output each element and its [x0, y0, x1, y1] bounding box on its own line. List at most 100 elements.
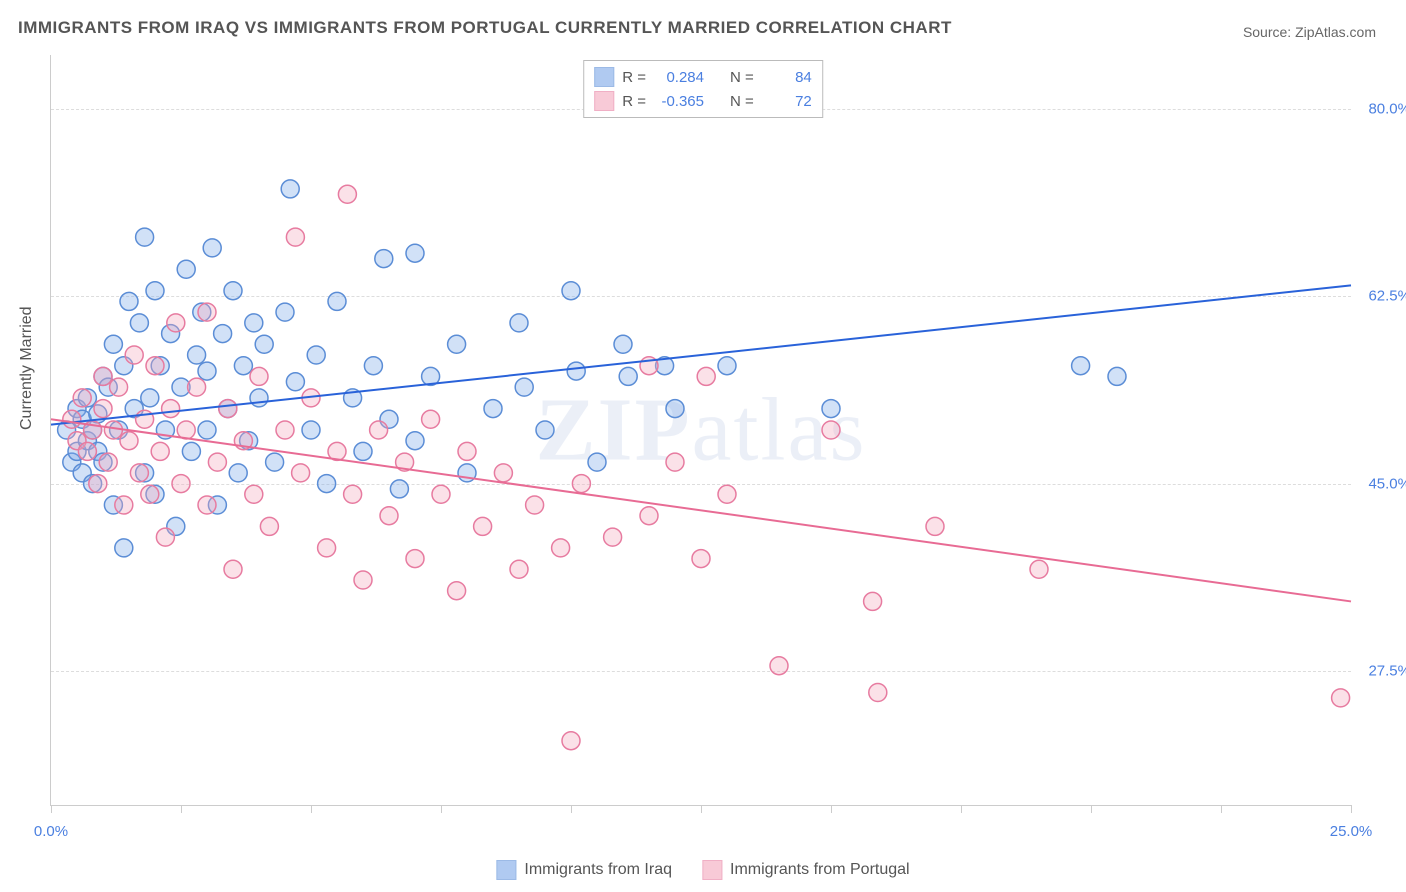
x-tick [1351, 805, 1352, 813]
data-point [104, 335, 122, 353]
data-point [110, 378, 128, 396]
data-point [458, 442, 476, 460]
x-tick [181, 805, 182, 813]
legend-row: R =-0.365N =72 [594, 89, 812, 113]
data-point [141, 389, 159, 407]
x-tick-label: 0.0% [34, 823, 68, 840]
data-point [567, 362, 585, 380]
data-point [266, 453, 284, 471]
y-tick-label: 62.5% [1356, 288, 1406, 305]
data-point [375, 250, 393, 268]
data-point [89, 475, 107, 493]
x-tick [571, 805, 572, 813]
x-tick [441, 805, 442, 813]
regression-line [51, 285, 1351, 424]
data-point [188, 378, 206, 396]
data-point [354, 571, 372, 589]
data-point [692, 550, 710, 568]
data-point [718, 485, 736, 503]
data-point [198, 421, 216, 439]
data-point [307, 346, 325, 364]
data-point [78, 442, 96, 460]
data-point [151, 442, 169, 460]
data-point [281, 180, 299, 198]
data-point [208, 453, 226, 471]
data-point [370, 421, 388, 439]
data-point [926, 517, 944, 535]
data-point [120, 292, 138, 310]
data-point [198, 303, 216, 321]
data-point [562, 282, 580, 300]
x-tick [831, 805, 832, 813]
data-point [572, 475, 590, 493]
legend-r-label: R = [622, 93, 646, 110]
data-point [302, 421, 320, 439]
data-point [484, 400, 502, 418]
data-point [115, 539, 133, 557]
data-point [474, 517, 492, 535]
data-point [245, 314, 263, 332]
data-point [770, 657, 788, 675]
data-point [354, 442, 372, 460]
data-point [141, 485, 159, 503]
data-point [177, 260, 195, 278]
x-tick [1091, 805, 1092, 813]
data-point [614, 335, 632, 353]
data-point [390, 480, 408, 498]
data-point [260, 517, 278, 535]
data-point [130, 314, 148, 332]
legend-row: R =0.284N =84 [594, 65, 812, 89]
chart-title: IMMIGRANTS FROM IRAQ VS IMMIGRANTS FROM … [18, 18, 952, 38]
data-point [822, 421, 840, 439]
data-point [406, 244, 424, 262]
data-point [146, 357, 164, 375]
data-point [619, 367, 637, 385]
legend-n-label: N = [730, 93, 754, 110]
data-point [697, 367, 715, 385]
data-point [1332, 689, 1350, 707]
y-tick-label: 80.0% [1356, 100, 1406, 117]
data-point [224, 282, 242, 300]
data-point [94, 367, 112, 385]
data-point [406, 550, 424, 568]
data-point [1030, 560, 1048, 578]
data-point [666, 453, 684, 471]
data-point [822, 400, 840, 418]
source-link[interactable]: ZipAtlas.com [1295, 24, 1376, 40]
data-point [104, 421, 122, 439]
legend-series-item: Immigrants from Portugal [702, 860, 910, 880]
data-point [869, 684, 887, 702]
data-point [73, 389, 91, 407]
data-point [448, 582, 466, 600]
data-point [328, 292, 346, 310]
data-point [177, 421, 195, 439]
data-point [318, 539, 336, 557]
data-point [432, 485, 450, 503]
data-point [224, 560, 242, 578]
data-point [115, 496, 133, 514]
data-point [364, 357, 382, 375]
x-tick [701, 805, 702, 813]
data-point [666, 400, 684, 418]
x-tick [311, 805, 312, 813]
data-point [864, 592, 882, 610]
plot-area: 27.5%45.0%62.5%80.0% ZIPatlas 0.0%25.0% [50, 55, 1351, 806]
data-point [172, 475, 190, 493]
legend-r-value: 0.284 [654, 69, 704, 86]
data-point [156, 528, 174, 546]
source-label: Source: [1243, 24, 1291, 40]
data-point [536, 421, 554, 439]
data-point [292, 464, 310, 482]
data-point [318, 475, 336, 493]
y-tick-label: 27.5% [1356, 663, 1406, 680]
data-point [214, 325, 232, 343]
data-point [344, 485, 362, 503]
y-tick-label: 45.0% [1356, 475, 1406, 492]
data-point [120, 432, 138, 450]
data-point [526, 496, 544, 514]
legend-r-label: R = [622, 69, 646, 86]
data-point [640, 507, 658, 525]
data-point [515, 378, 533, 396]
legend-n-value: 72 [762, 93, 812, 110]
regression-line [51, 419, 1351, 601]
